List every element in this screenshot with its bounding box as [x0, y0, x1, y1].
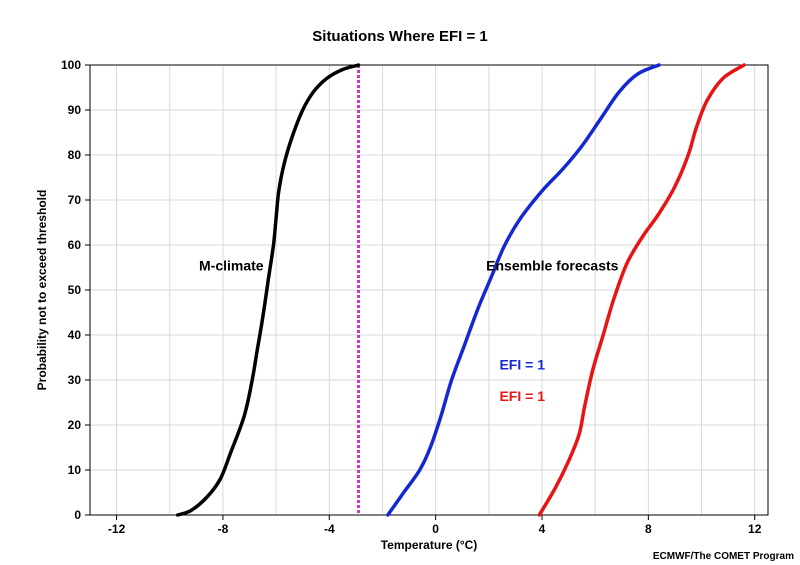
credit-text: ECMWF/The COMET Program [653, 551, 794, 562]
y-tick-label: 30 [68, 373, 82, 387]
y-tick-label: 20 [68, 418, 82, 432]
x-tick-label: -4 [324, 522, 335, 536]
x-axis-label: Temperature (°C) [381, 538, 478, 552]
x-tick-label: 4 [539, 522, 546, 536]
y-tick-label: 90 [68, 103, 82, 117]
annotation-label: M-climate [199, 257, 264, 273]
y-tick-label: 10 [68, 463, 82, 477]
x-tick-label: 0 [432, 522, 439, 536]
annotation-label: EFI = 1 [499, 356, 545, 372]
y-tick-label: 60 [68, 238, 82, 252]
series-line [175, 63, 361, 517]
annotations: M-climate Ensemble forecasts EFI = 1 EFI = … [199, 257, 619, 404]
y-axis-label: Probability not to exceed threshold [35, 190, 49, 391]
y-tick-label: 50 [68, 283, 82, 297]
y-tick-label: 40 [68, 328, 82, 342]
x-tick-label: 12 [748, 522, 762, 536]
ticks: 0 10 20 30 40 50 60 70 80 90 100 -12 -8 -4 0 4 8 12 [61, 58, 762, 536]
x-tick-label: -8 [218, 522, 229, 536]
chart-title: Situations Where EFI = 1 [312, 28, 487, 45]
x-tick-label: 8 [645, 522, 652, 536]
annotation-label: EFI = 1 [499, 388, 545, 404]
y-tick-label: 100 [61, 58, 81, 72]
y-tick-label: 70 [68, 193, 82, 207]
x-tick-label: -12 [108, 522, 126, 536]
series [175, 63, 746, 517]
y-tick-label: 80 [68, 148, 82, 162]
series-line [537, 63, 746, 517]
annotation-label: Ensemble forecasts [486, 257, 618, 273]
y-tick-label: 0 [74, 508, 81, 522]
series-line [386, 63, 661, 517]
